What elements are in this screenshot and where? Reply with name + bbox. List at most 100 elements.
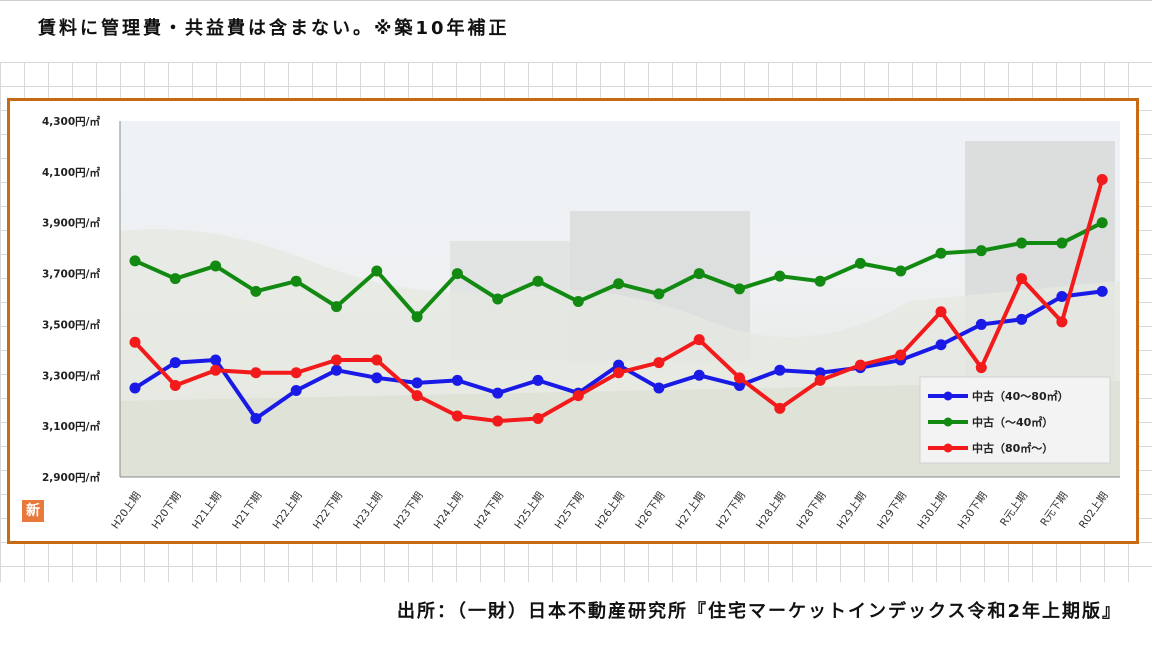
x-tick-label: H22下期 — [311, 490, 345, 532]
data-point — [895, 349, 907, 361]
x-tick-label: H20下期 — [150, 490, 184, 532]
x-tick-label: H29下期 — [875, 490, 909, 532]
y-tick-label: 3,900円/㎡ — [42, 217, 101, 230]
x-tick-label: H29上期 — [835, 490, 869, 532]
data-point — [371, 372, 383, 384]
y-tick-label: 3,300円/㎡ — [42, 369, 101, 382]
series-1 — [129, 217, 1108, 323]
data-point — [1056, 290, 1068, 302]
data-point — [653, 382, 665, 394]
data-point — [492, 293, 504, 305]
plot-background-photo — [120, 121, 1120, 477]
source-citation: 出所：（一財）日本不動産研究所『住宅マーケットインデックス令和2年上期版』 — [397, 601, 1122, 622]
x-tick-label: H20上期 — [109, 490, 143, 532]
x-tick-label: H30上期 — [915, 490, 949, 532]
data-point — [895, 265, 907, 277]
data-point — [331, 301, 342, 313]
new-badge-icon: 新 — [22, 500, 44, 522]
data-point — [411, 390, 423, 402]
data-point — [210, 354, 222, 366]
data-point — [210, 260, 222, 272]
data-point — [492, 387, 504, 399]
data-point — [613, 359, 625, 371]
data-point — [774, 270, 786, 282]
x-tick-label: H24下期 — [472, 490, 506, 532]
x-tick-label: H26上期 — [593, 490, 627, 532]
data-point — [975, 245, 987, 257]
x-tick-label: H28上期 — [754, 490, 788, 532]
chart-frame: 4,300円/㎡ 4,100円/㎡ 3,900円/㎡ 3,700円/㎡ 3,500円/㎡… — [7, 98, 1139, 544]
data-point — [734, 283, 745, 295]
data-point — [693, 268, 705, 280]
data-point — [331, 364, 342, 376]
data-point — [290, 385, 302, 397]
x-tick-label: H23下期 — [391, 490, 425, 532]
data-point — [653, 288, 665, 300]
x-tick-label: H25下期 — [553, 490, 587, 532]
data-point — [1096, 173, 1108, 185]
data-point — [935, 306, 947, 318]
data-point — [451, 410, 463, 422]
x-tick-label: H23上期 — [351, 490, 385, 532]
data-point — [532, 275, 544, 287]
x-axis: H20上期 H20下期 H21上期 H21下期 H22上期 H22下期 H23上期 H23下期… — [109, 476, 1120, 532]
data-point — [169, 273, 181, 285]
x-tick-label: R元下期 — [1038, 490, 1070, 529]
y-tick-label: 2,900円/㎡ — [42, 471, 101, 484]
data-point — [492, 415, 504, 427]
data-point — [532, 413, 544, 425]
data-point — [1056, 237, 1068, 249]
y-tick-label: 3,700円/㎡ — [42, 268, 101, 281]
data-point — [693, 369, 705, 381]
series-2 — [129, 173, 1108, 427]
data-point — [613, 278, 625, 290]
data-point — [290, 275, 302, 287]
data-point — [935, 247, 947, 259]
data-point — [774, 364, 786, 376]
x-tick-label: R02上期 — [1077, 490, 1111, 531]
data-point — [1016, 237, 1028, 249]
y-tick-label: 3,100円/㎡ — [42, 420, 101, 433]
legend-marker — [943, 443, 953, 453]
data-point — [1096, 217, 1108, 229]
y-axis: 4,300円/㎡ 4,100円/㎡ 3,900円/㎡ 3,700円/㎡ 3,500円/㎡… — [42, 115, 121, 484]
data-point — [411, 377, 423, 389]
data-point — [129, 382, 141, 394]
y-tick-label: 4,100円/㎡ — [42, 166, 101, 179]
x-tick-label: H21下期 — [230, 490, 264, 532]
legend-label: 中古（40～80㎡） — [972, 389, 1069, 403]
data-point — [532, 374, 544, 386]
data-point — [169, 357, 181, 369]
data-point — [814, 367, 826, 379]
line-chart: 4,300円/㎡ 4,100円/㎡ 3,900円/㎡ 3,700円/㎡ 3,500円/㎡… — [42, 115, 1120, 532]
header-note: 賃料に管理費・共益費は含まない。※築10年補正 — [38, 18, 510, 39]
data-point — [250, 367, 262, 379]
y-tick-label: 4,300円/㎡ — [42, 115, 101, 128]
data-point — [250, 413, 262, 425]
x-tick-label: H30下期 — [956, 490, 990, 532]
data-point — [975, 318, 987, 330]
top-border — [0, 0, 1152, 1]
data-point — [734, 372, 745, 384]
x-tick-label: H28下期 — [794, 490, 828, 532]
legend: 中古（40～80㎡） 中古（～40㎡） 中古（80㎡～） — [919, 376, 1111, 464]
data-point — [129, 255, 141, 267]
data-point — [1096, 285, 1108, 297]
x-tick-label: H26下期 — [633, 490, 667, 532]
data-point — [854, 257, 866, 269]
legend-label: 中古（～40㎡） — [972, 415, 1053, 429]
data-point — [371, 354, 383, 366]
data-point — [935, 339, 947, 351]
data-point — [290, 367, 302, 379]
x-tick-label: H24上期 — [432, 490, 466, 532]
x-tick-label: H25上期 — [512, 490, 546, 532]
x-tick-label: H27上期 — [674, 490, 708, 532]
data-point — [613, 367, 625, 379]
data-point — [814, 275, 826, 287]
data-point — [331, 354, 342, 366]
data-point — [693, 334, 705, 346]
data-point — [169, 379, 181, 391]
data-point — [653, 357, 665, 369]
data-point — [371, 265, 383, 277]
data-point — [451, 374, 463, 386]
